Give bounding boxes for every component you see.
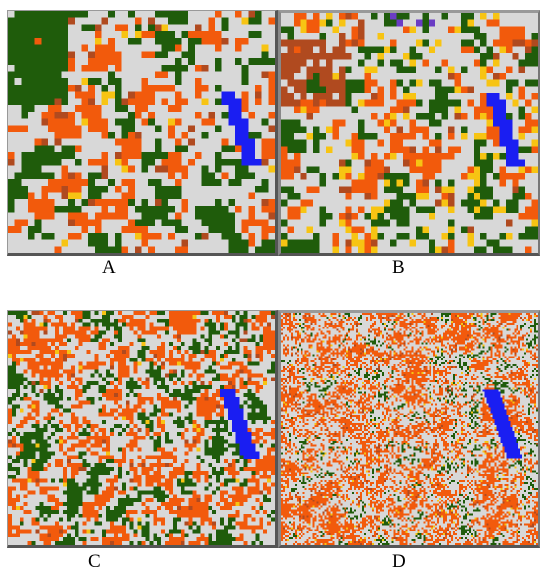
map-canvas-d bbox=[281, 313, 538, 545]
panel-label-a: A bbox=[102, 257, 116, 278]
map-canvas-c bbox=[8, 311, 275, 545]
panel-label-c: C bbox=[88, 551, 101, 572]
panel-label-b: B bbox=[392, 257, 405, 278]
map-canvas-a bbox=[8, 11, 275, 253]
classified-map-d bbox=[278, 310, 540, 548]
map-canvas-b bbox=[281, 13, 538, 253]
classified-map-c bbox=[7, 310, 278, 548]
classified-map-b bbox=[278, 10, 540, 256]
panel-label-d: D bbox=[392, 551, 406, 572]
classified-map-a bbox=[7, 10, 278, 256]
